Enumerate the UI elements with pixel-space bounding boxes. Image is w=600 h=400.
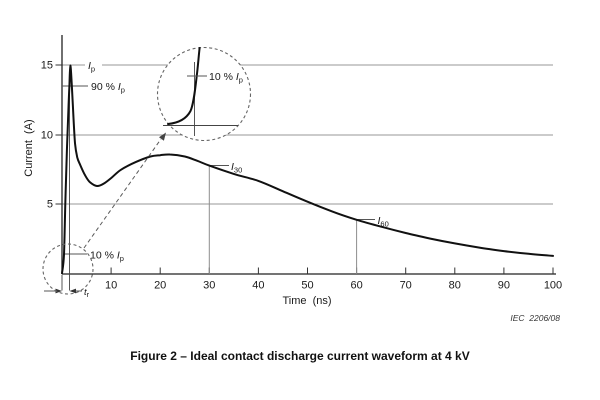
label-ip-subscript: p	[91, 65, 95, 74]
inset-label-10pct-subscript: p	[239, 76, 243, 85]
zoom-arrow-head	[159, 132, 166, 141]
label-i60: I60	[378, 215, 389, 229]
label-90pct-prefix: 90 %	[91, 81, 118, 93]
label-10pct-symbol: I	[117, 250, 120, 262]
label-10pct-prefix: 10 %	[90, 250, 117, 262]
x-tick-label: 50	[301, 280, 313, 292]
x-tick-label: 90	[498, 280, 510, 292]
label-90pct-subscript: p	[121, 86, 125, 95]
x-ticks: 10 20 30 40 50 60 70 80 90 100	[105, 267, 562, 292]
gridlines	[62, 64, 553, 205]
inset-magnifier-circle	[156, 46, 252, 142]
x-tick-label: 70	[400, 280, 412, 292]
label-tr: tr	[84, 287, 90, 299]
inset-label-10pct: 10 % Ip	[209, 71, 243, 85]
x-tick-label: 60	[350, 280, 362, 292]
x-axis-title: Time (ns)	[282, 295, 331, 307]
x-tick-label: 80	[449, 280, 461, 292]
label-ip-symbol: I	[88, 60, 91, 72]
label-tr-symbol: t	[84, 287, 87, 298]
inset-magnifier: 10 % Ip	[156, 46, 252, 142]
peak-label-ip: Ip	[88, 60, 95, 74]
y-tick-label: 10	[41, 130, 53, 142]
origin-magnifier-circle	[42, 243, 94, 295]
y-tick-label: 5	[47, 199, 53, 211]
figure-caption: Figure 2 – Ideal contact discharge curre…	[130, 349, 470, 363]
label-i30-subscript: 30	[234, 166, 242, 175]
label-tr-subscript: r	[87, 290, 90, 299]
iec-credit: IEC 2206/08	[510, 313, 560, 323]
x-tick-label: 100	[544, 280, 562, 292]
waveform-curve	[61, 64, 554, 275]
y-tick-label: 15	[41, 60, 53, 72]
tr-arrow-left-head	[55, 288, 62, 294]
zoom-arrow-dashed-line	[83, 138, 162, 249]
label-90pct-ip: 90 % Ip	[91, 81, 125, 95]
inset-label-10pct-prefix: 10 %	[209, 71, 236, 83]
x-tick-label: 40	[252, 280, 264, 292]
label-10pct-subscript: p	[120, 254, 124, 263]
label-10pct-ip: 10 % Ip	[90, 250, 124, 264]
label-i60-subscript: 60	[380, 220, 388, 229]
x-tick-label: 30	[203, 280, 215, 292]
y-ticks: 15 10 5	[41, 60, 62, 211]
x-tick-label: 20	[154, 280, 166, 292]
inset-curve	[167, 47, 201, 125]
tr-arrow-right-head	[69, 288, 76, 294]
label-i30-symbol: I	[231, 161, 234, 173]
label-i30: I30	[231, 161, 242, 175]
x-tick-label: 10	[105, 280, 117, 292]
label-i60-symbol: I	[378, 215, 381, 227]
label-90pct-symbol: I	[118, 81, 121, 93]
ip-label-background	[85, 57, 102, 70]
inset-label-10pct-symbol: I	[236, 71, 239, 83]
y-axis-title: Current (A)	[23, 119, 35, 176]
